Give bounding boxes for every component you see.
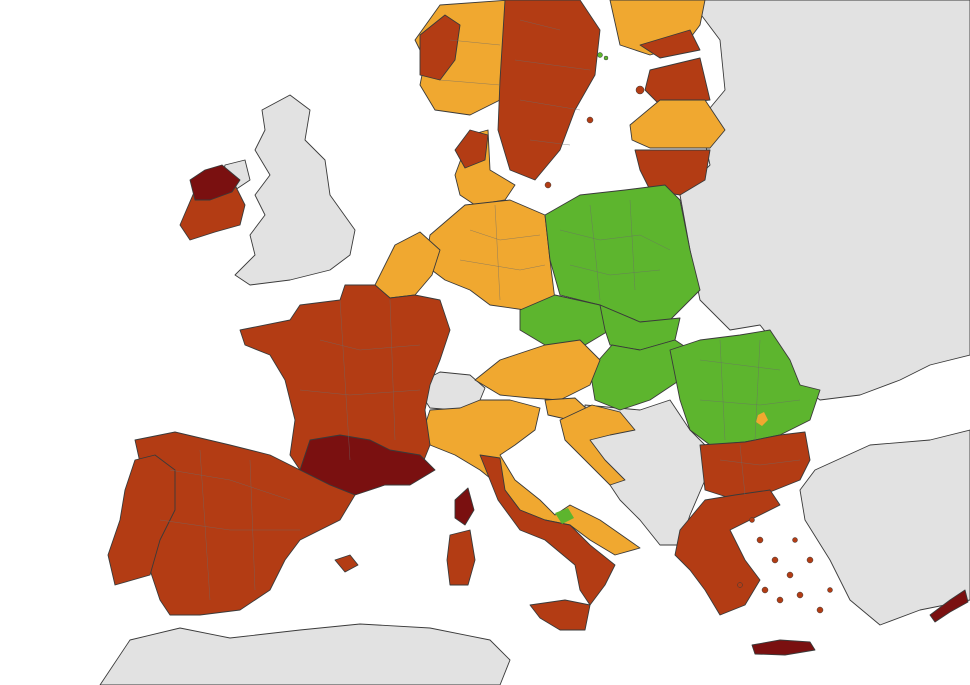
aegean-islands	[737, 517, 833, 614]
italy-north-land	[424, 399, 641, 556]
romania-land	[669, 329, 821, 446]
denmark-north-region	[454, 129, 489, 169]
africa-land	[99, 623, 511, 685]
crete-island	[751, 639, 816, 656]
sardinia-island	[446, 529, 476, 586]
cyprus-island	[929, 589, 969, 623]
balearic-islands	[334, 554, 359, 573]
sicily-island	[529, 599, 591, 631]
ireland-northwest-region	[189, 164, 241, 201]
greece-land	[674, 489, 781, 616]
baltic-islands	[544, 85, 645, 189]
italy-south-land	[479, 454, 616, 606]
bulgaria-land	[699, 431, 811, 499]
switzerland-land	[414, 371, 486, 411]
italy-molise-region	[555, 508, 574, 524]
great-britain-land	[234, 94, 356, 286]
aland-islands	[597, 52, 609, 61]
latvia-land	[629, 99, 726, 149]
turkey-land	[799, 429, 970, 626]
romania-bucharest-region	[756, 412, 768, 426]
croatia-land	[559, 404, 636, 486]
norway-west-region	[419, 14, 461, 81]
poland-land	[544, 184, 701, 323]
administrative-boundaries	[159, 19, 801, 601]
austria-land	[474, 339, 601, 401]
finland-south-region	[639, 29, 701, 59]
lithuania-land	[634, 149, 711, 196]
portugal-land	[107, 454, 176, 586]
corsica-island	[454, 487, 475, 526]
czechia-land	[519, 294, 611, 346]
sweden-land	[497, 0, 601, 181]
